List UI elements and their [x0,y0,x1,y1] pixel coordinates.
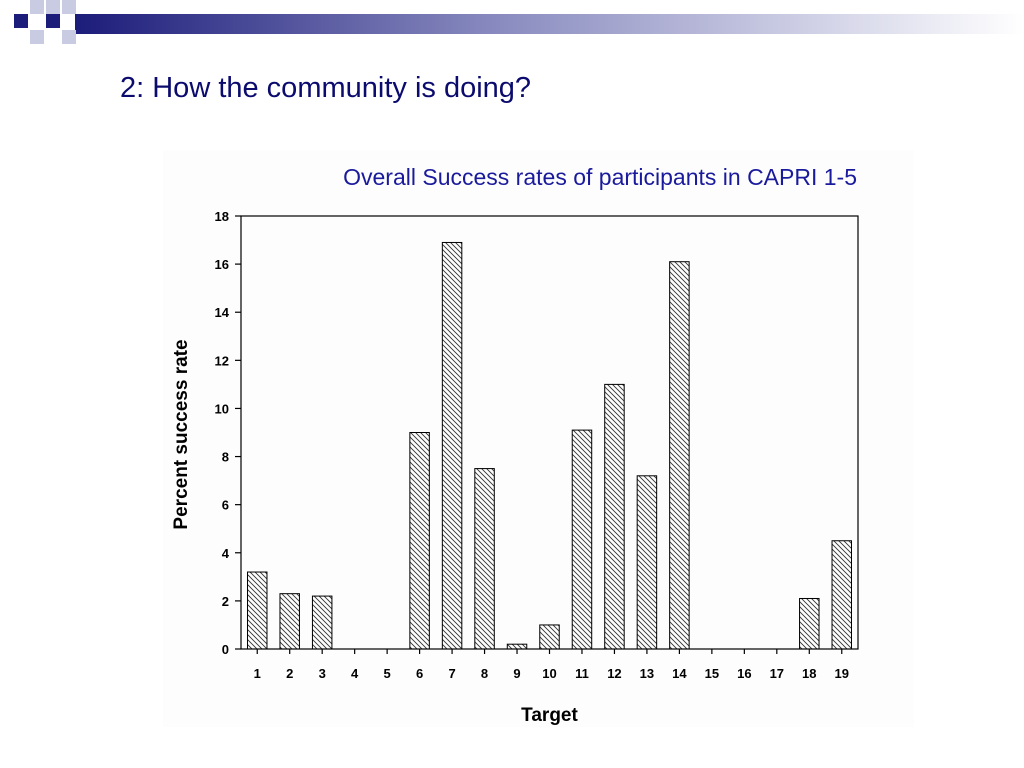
bar-target-10 [539,624,560,650]
chart-title: Overall Success rates of participants in… [343,164,857,190]
y-axis-label: Percent success rate [171,339,192,529]
x-tick-label: 4 [351,666,359,681]
y-tick-label: 12 [215,353,229,368]
bar-target-7 [441,241,463,650]
x-tick-label: 16 [737,666,751,681]
x-tick-label: 2 [286,666,293,681]
y-tick-label: 8 [222,450,229,465]
bar-target-14 [669,261,690,650]
bar-target-19 [831,540,853,650]
header-decoration [14,0,1024,44]
bar-target-13 [636,475,658,650]
y-tick-label: 18 [215,209,229,224]
x-tick-label: 17 [770,666,784,681]
y-tick-label: 6 [222,498,229,513]
plot-frame [240,215,859,650]
bar-target-6 [409,432,430,650]
y-tick-label: 4 [222,546,230,561]
y-tick-label: 0 [222,642,229,657]
x-tick-label: 8 [481,666,488,681]
x-tick-label: 11 [575,666,589,681]
chart-panel: Overall Success rates of participants in… [163,150,914,727]
bar-target-2 [279,593,300,650]
bar-target-18 [799,597,820,650]
y-tick-label: 16 [215,257,229,272]
bar-chart: Percent success rate Target 024681012141… [171,209,859,726]
y-tick-label: 2 [222,594,229,609]
y-tick-label: 10 [215,401,229,416]
bar-target-11 [571,429,593,650]
x-tick-label: 5 [384,666,391,681]
x-tick-label: 7 [448,666,455,681]
x-tick-label: 15 [705,666,719,681]
x-tick-label: 12 [607,666,621,681]
x-tick-label: 19 [835,666,849,681]
x-tick-label: 9 [513,666,520,681]
y-tick-label: 14 [215,305,230,320]
slide-title: 2: How the community is doing? [120,72,532,104]
x-tick-label: 3 [319,666,326,681]
x-tick-label: 18 [802,666,816,681]
bar-target-1 [246,571,268,650]
x-tick-label: 13 [640,666,654,681]
x-axis-label: Target [521,705,578,726]
x-tick-label: 14 [672,666,687,681]
x-tick-label: 6 [416,666,423,681]
x-tick-label: 1 [254,666,261,681]
x-tick-label: 10 [542,666,556,681]
bar-target-3 [311,595,333,650]
bar-target-9 [506,643,528,650]
bar-target-12 [604,383,625,650]
bar-target-8 [474,468,495,650]
